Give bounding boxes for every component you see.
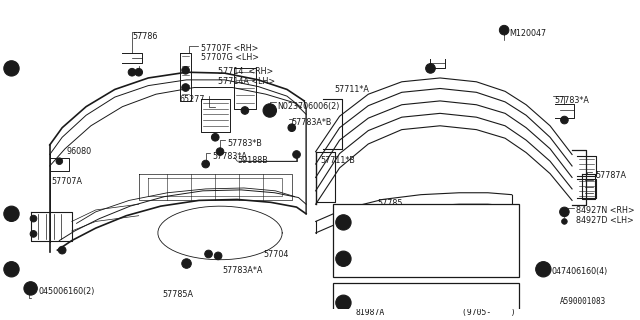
Circle shape — [290, 126, 294, 130]
Circle shape — [499, 25, 509, 35]
Circle shape — [216, 148, 224, 156]
Circle shape — [182, 259, 191, 268]
Circle shape — [562, 210, 567, 214]
Text: 81987A: 81987A — [356, 308, 385, 317]
Text: 57711*A: 57711*A — [335, 85, 370, 94]
Circle shape — [288, 124, 296, 132]
Text: R920026: R920026 — [356, 209, 390, 218]
Text: 57714A <LH>: 57714A <LH> — [218, 77, 275, 86]
Text: (9606-9704): (9606-9704) — [462, 288, 516, 297]
Text: 57786: 57786 — [132, 32, 157, 41]
Circle shape — [241, 107, 249, 114]
Circle shape — [336, 295, 351, 310]
Text: 57783*A: 57783*A — [212, 152, 247, 161]
Text: ②: ② — [340, 254, 347, 263]
Circle shape — [559, 207, 569, 217]
Text: 57707G <LH>: 57707G <LH> — [201, 53, 259, 62]
Text: R920033: R920033 — [356, 227, 390, 236]
Text: 59188B: 59188B — [237, 156, 268, 165]
Circle shape — [426, 64, 435, 73]
Text: 84927D <LH>: 84927D <LH> — [576, 216, 634, 225]
Circle shape — [218, 150, 222, 154]
Circle shape — [60, 248, 64, 252]
Text: 57783*B: 57783*B — [228, 139, 262, 148]
Text: A590001083: A590001083 — [560, 297, 607, 306]
Circle shape — [135, 68, 143, 76]
Circle shape — [4, 206, 19, 221]
Circle shape — [24, 282, 37, 295]
Text: ②: ② — [8, 209, 15, 218]
Text: 57783A*B: 57783A*B — [292, 118, 332, 127]
Circle shape — [202, 160, 209, 168]
Text: 57711*B: 57711*B — [321, 156, 355, 165]
Text: ③: ③ — [8, 265, 15, 274]
Circle shape — [292, 151, 300, 158]
Text: W300028: W300028 — [356, 245, 390, 254]
Text: (9606-9704): (9606-9704) — [462, 209, 516, 218]
Circle shape — [204, 162, 207, 166]
Text: 57785A: 57785A — [163, 290, 194, 299]
Text: (9705-    ): (9705- ) — [462, 263, 516, 272]
Circle shape — [536, 262, 551, 277]
Text: 57714  <RH>: 57714 <RH> — [218, 68, 273, 76]
Circle shape — [30, 230, 37, 237]
Circle shape — [294, 153, 298, 156]
Circle shape — [58, 246, 66, 254]
Text: (9606-9704): (9606-9704) — [462, 245, 516, 254]
Text: ①: ① — [340, 218, 347, 227]
Text: 57704: 57704 — [263, 250, 289, 259]
Text: 57783A*C: 57783A*C — [356, 288, 395, 297]
Text: 57705: 57705 — [349, 233, 374, 242]
Circle shape — [205, 250, 212, 258]
Text: 045006160(2): 045006160(2) — [38, 287, 95, 296]
Text: 84927N <RH>: 84927N <RH> — [576, 206, 634, 215]
Text: W300022: W300022 — [356, 263, 390, 272]
Circle shape — [561, 219, 567, 224]
Text: ③: ③ — [340, 298, 347, 307]
Text: S: S — [28, 285, 33, 292]
Circle shape — [4, 262, 19, 277]
Text: N: N — [267, 108, 273, 114]
Text: 57787A: 57787A — [595, 171, 626, 180]
Circle shape — [263, 104, 276, 117]
Bar — [333, 204, 520, 277]
Circle shape — [56, 158, 63, 164]
Text: 57783*A: 57783*A — [555, 96, 589, 105]
Text: 96080: 96080 — [66, 147, 91, 156]
Circle shape — [336, 215, 351, 230]
Text: N023706006(2): N023706006(2) — [277, 102, 340, 111]
Circle shape — [182, 84, 189, 91]
Text: 65277: 65277 — [180, 95, 205, 104]
Text: (9705-    ): (9705- ) — [462, 308, 516, 317]
Circle shape — [502, 28, 506, 33]
Circle shape — [561, 116, 568, 124]
Circle shape — [213, 135, 217, 139]
Circle shape — [336, 251, 351, 267]
Text: 047406160(4): 047406160(4) — [551, 268, 607, 276]
Text: M120047: M120047 — [509, 29, 546, 38]
Text: 57783A*A: 57783A*A — [222, 267, 262, 276]
Circle shape — [30, 215, 37, 222]
Circle shape — [4, 61, 19, 76]
Text: ①: ① — [8, 64, 15, 73]
Circle shape — [182, 67, 189, 74]
Text: S: S — [541, 265, 546, 274]
Circle shape — [207, 252, 211, 256]
Text: 57707A: 57707A — [52, 178, 83, 187]
Circle shape — [211, 133, 219, 141]
Text: 57707F <RH>: 57707F <RH> — [201, 44, 259, 52]
Circle shape — [128, 68, 136, 76]
Text: 57785: 57785 — [378, 199, 403, 208]
Text: (9705-    ): (9705- ) — [462, 227, 516, 236]
Circle shape — [184, 261, 189, 266]
Bar — [333, 283, 520, 320]
Circle shape — [216, 254, 220, 258]
Circle shape — [214, 252, 222, 260]
Circle shape — [137, 70, 141, 74]
